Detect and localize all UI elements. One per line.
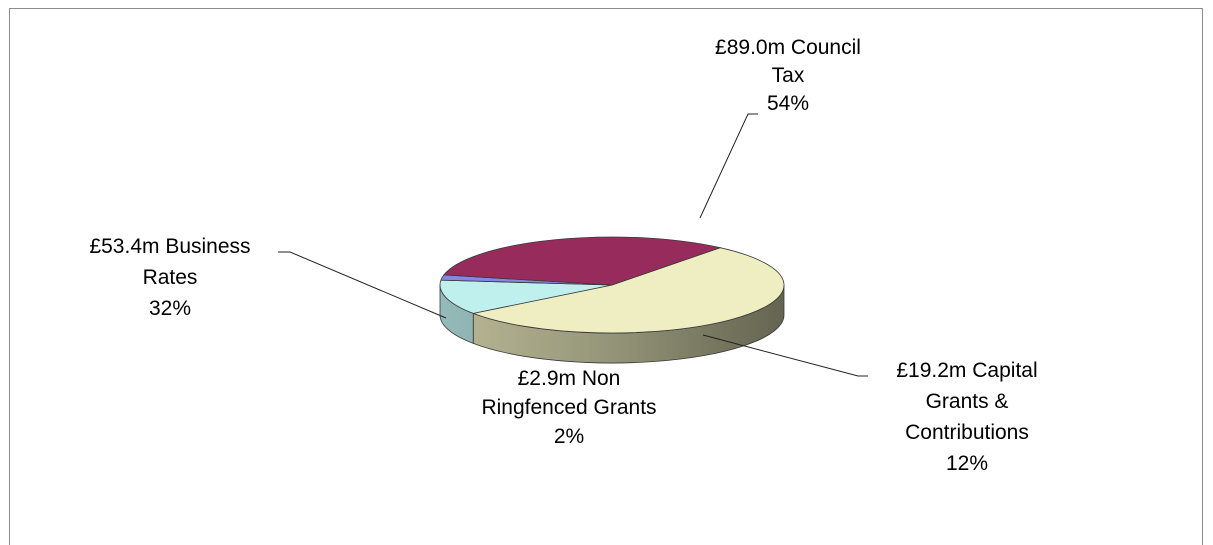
slice-label-line: 32% <box>149 297 191 320</box>
slice-label-line: £19.2m Capital <box>896 359 1037 382</box>
slice-label-business-rates: £53.4m Business Rates 32% <box>89 235 250 320</box>
slice-label-line: £89.0m Council <box>715 36 861 59</box>
slice-label-line: Ringfenced Grants <box>481 396 656 419</box>
slice-label-line: Contributions <box>905 421 1029 444</box>
slice-label-line: £2.9m Non <box>518 367 621 390</box>
slice-label-line: Grants & <box>926 390 1009 413</box>
slice-label-line: Tax <box>772 64 805 87</box>
leader-line-capital-grants <box>702 334 868 377</box>
leader-lines <box>278 113 868 377</box>
slice-labels: £89.0m Council Tax 54% £19.2m Capital Grants… <box>89 36 1037 475</box>
slice-label-line: Rates <box>143 266 198 289</box>
pie-slice-capital-grants <box>439 279 613 314</box>
slice-label-line: 2% <box>554 425 584 448</box>
pie-tops <box>439 236 785 334</box>
slice-label-non-ringfenced-grants: £2.9m Non Ringfenced Grants 2% <box>481 367 656 448</box>
slice-label-line: £53.4m Business <box>89 235 250 258</box>
pie-slice-business-rates <box>443 236 722 286</box>
pie-slice-council-tax <box>471 247 785 334</box>
slice-label-line: 54% <box>767 92 809 115</box>
leader-line-business-rates <box>278 251 447 319</box>
slice-label-council-tax: £89.0m Council Tax 54% <box>715 36 861 115</box>
slice-label-line: 12% <box>946 452 988 475</box>
leader-line-council-tax <box>699 113 758 219</box>
chart-area <box>9 8 1203 545</box>
slice-label-capital-grants: £19.2m Capital Grants & Contributions 12% <box>896 359 1037 475</box>
